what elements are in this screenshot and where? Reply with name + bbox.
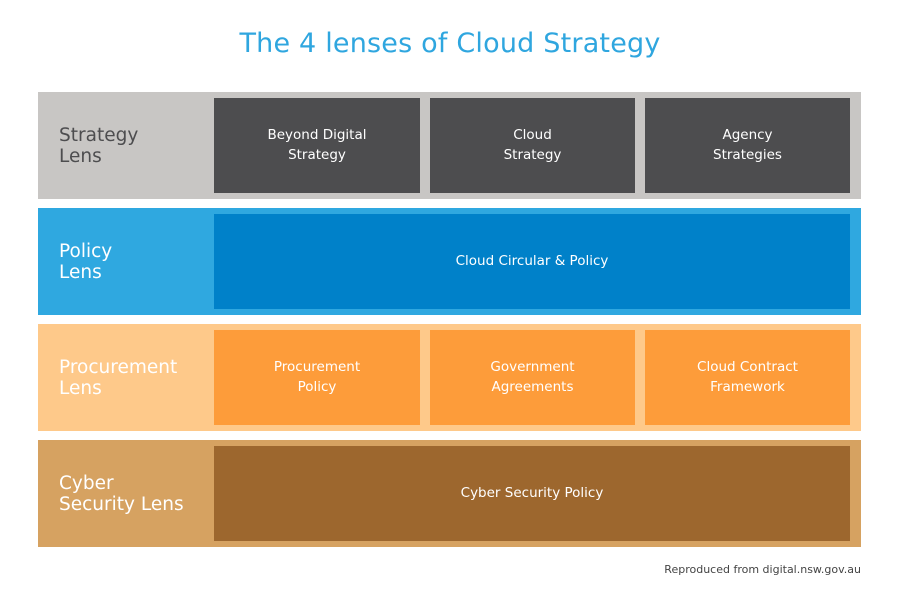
- policy-lens-row: Policy Lens Cloud Circular & Policy: [38, 208, 861, 315]
- government-agreements-box: Government Agreements: [430, 330, 635, 425]
- procurement-policy-box: Procurement Policy: [214, 330, 420, 425]
- cloud-contract-framework-box: Cloud Contract Framework: [645, 330, 850, 425]
- procurement-lens-row: Procurement Lens Procurement Policy Gove…: [38, 324, 861, 431]
- agency-strategies-box: Agency Strategies: [645, 98, 850, 193]
- beyond-digital-strategy-box: Beyond Digital Strategy: [214, 98, 420, 193]
- source-credit: Reproduced from digital.nsw.gov.au: [664, 563, 861, 576]
- strategy-lens-label: Strategy Lens: [59, 124, 139, 167]
- cyber-security-policy-box: Cyber Security Policy: [214, 446, 850, 541]
- cloud-circular-policy-box: Cloud Circular & Policy: [214, 214, 850, 309]
- cyber-security-lens-label: Cyber Security Lens: [59, 472, 184, 515]
- policy-lens-label: Policy Lens: [59, 240, 113, 283]
- procurement-lens-label: Procurement Lens: [59, 356, 178, 399]
- diagram-title: The 4 lenses of Cloud Strategy: [239, 28, 661, 59]
- cloud-strategy-box: Cloud Strategy: [430, 98, 635, 193]
- cyber-security-lens-row: Cyber Security Lens Cyber Security Polic…: [38, 440, 861, 547]
- strategy-lens-row: Strategy Lens Beyond Digital Strategy Cl…: [38, 92, 861, 199]
